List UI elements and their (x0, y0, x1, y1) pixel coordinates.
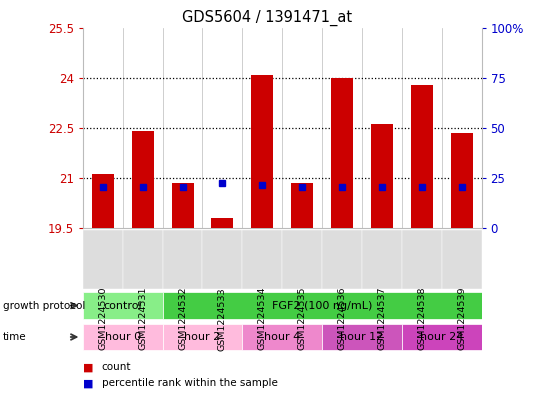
Text: growth protocol: growth protocol (3, 301, 85, 310)
FancyBboxPatch shape (83, 230, 123, 289)
Text: GSM1224532: GSM1224532 (178, 287, 187, 351)
Text: GSM1224536: GSM1224536 (338, 287, 347, 351)
FancyBboxPatch shape (242, 324, 322, 350)
FancyBboxPatch shape (83, 292, 163, 319)
Text: GDS5604 / 1391471_at: GDS5604 / 1391471_at (182, 10, 353, 26)
FancyBboxPatch shape (123, 230, 163, 289)
Text: time: time (3, 332, 26, 342)
Text: GSM1224535: GSM1224535 (297, 287, 307, 351)
FancyBboxPatch shape (163, 324, 242, 350)
Text: ■: ■ (83, 362, 94, 373)
FancyBboxPatch shape (202, 230, 242, 289)
Text: ■: ■ (83, 378, 94, 388)
FancyBboxPatch shape (322, 324, 402, 350)
FancyBboxPatch shape (322, 230, 362, 289)
Text: hour 0: hour 0 (105, 332, 141, 342)
FancyBboxPatch shape (362, 230, 402, 289)
Text: hour 2: hour 2 (185, 332, 220, 342)
Text: control: control (103, 301, 142, 310)
Text: hour 24: hour 24 (420, 332, 463, 342)
Text: GSM1224534: GSM1224534 (258, 287, 267, 351)
FancyBboxPatch shape (402, 230, 442, 289)
Text: GSM1224531: GSM1224531 (138, 287, 147, 351)
FancyBboxPatch shape (163, 292, 482, 319)
FancyBboxPatch shape (442, 230, 482, 289)
FancyBboxPatch shape (83, 324, 163, 350)
Bar (331, 78, 353, 228)
Bar (172, 183, 194, 228)
Bar (132, 131, 154, 228)
Text: GSM1224533: GSM1224533 (218, 287, 227, 351)
Text: hour 4: hour 4 (264, 332, 300, 342)
Text: FGF2 (100 ng/mL): FGF2 (100 ng/mL) (272, 301, 372, 310)
FancyBboxPatch shape (282, 230, 322, 289)
Text: hour 12: hour 12 (340, 332, 384, 342)
Text: GSM1224530: GSM1224530 (98, 287, 108, 351)
FancyBboxPatch shape (163, 230, 202, 289)
FancyBboxPatch shape (242, 230, 282, 289)
Bar (450, 133, 472, 228)
Text: count: count (102, 362, 131, 373)
Bar (92, 174, 114, 228)
FancyBboxPatch shape (402, 324, 482, 350)
Text: GSM1224539: GSM1224539 (457, 287, 466, 351)
Bar (251, 75, 273, 228)
Bar (211, 218, 233, 228)
Text: percentile rank within the sample: percentile rank within the sample (102, 378, 278, 388)
Bar (291, 183, 313, 228)
Bar (411, 85, 433, 228)
Text: GSM1224538: GSM1224538 (417, 287, 426, 351)
Bar (371, 124, 393, 228)
Text: GSM1224537: GSM1224537 (377, 287, 386, 351)
